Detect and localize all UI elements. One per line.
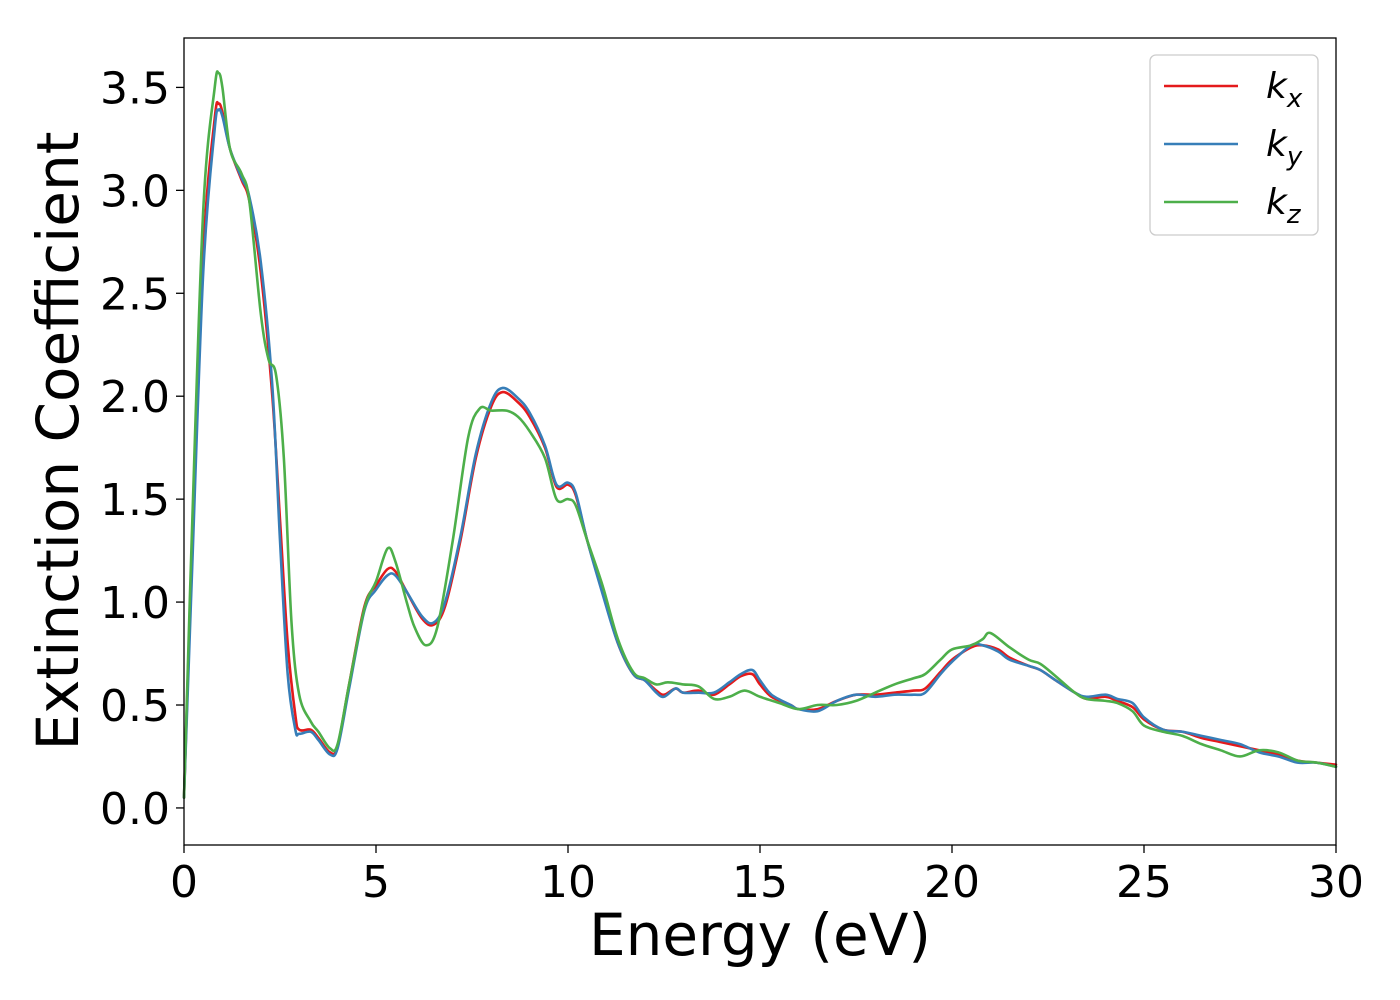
y-tick-label: 0.0 [100,784,170,835]
y-axis: 0.0 0.5 1.0 1.5 2.0 2.5 3.0 3.5 [100,63,184,835]
y-tick-label: 3.5 [100,63,170,114]
y-tick-label: 2.5 [100,269,170,320]
y-tick-label: 0.5 [100,681,170,732]
y-tick-label: 3.0 [100,166,170,217]
y-tick-label: 2.0 [100,372,170,423]
y-axis-label: Extinction Coefficient [24,132,92,751]
y-tick-label: 1.5 [100,475,170,526]
x-tick-label: 25 [1116,857,1172,908]
plot-area [184,38,1336,845]
x-axis: 0 5 10 15 20 25 30 [170,845,1364,908]
series-line-kz [182,70,1338,799]
legend-label-kx: kx [1266,66,1303,114]
y-tick-label: 1.0 [100,578,170,629]
x-axis-label: Energy (eV) [589,901,931,969]
x-tick-label: 5 [362,857,390,908]
x-tick-label: 0 [170,857,198,908]
x-tick-label: 20 [924,857,980,908]
series-layer [182,70,1338,799]
legend: kx ky kz [1149,54,1319,236]
x-tick-label: 30 [1308,857,1364,908]
x-tick-label: 15 [732,857,788,908]
legend-label-ky: ky [1266,124,1303,172]
legend-label-kz: kz [1266,182,1302,230]
x-tick-label: 10 [540,857,596,908]
